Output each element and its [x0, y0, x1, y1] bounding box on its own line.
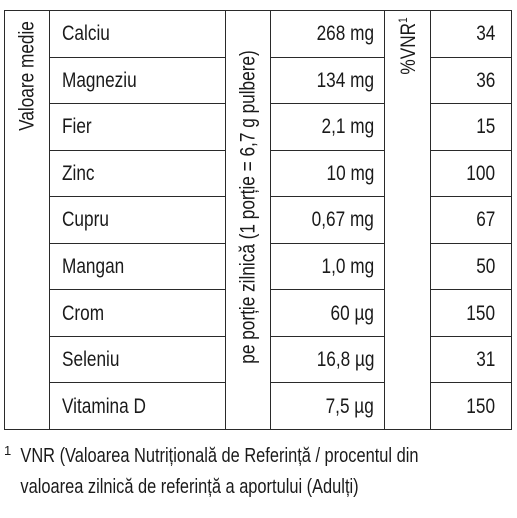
- nutrient-name: Zinc: [49, 149, 226, 198]
- nutrient-amount: 60 µg: [270, 289, 385, 337]
- nutrient-amount: 16,8 µg: [270, 335, 385, 384]
- nutrient-amount: 7,5 µg: [270, 382, 385, 430]
- nutrient-vnr-percent: 31: [430, 335, 512, 384]
- nutrient-name: Fier: [49, 103, 226, 151]
- nutrient-name: Magneziu: [49, 56, 226, 105]
- nutrition-table: Valoare medie Calciu pe porție zilnică (…: [4, 10, 512, 430]
- table-row: Zinc 10 mg 100: [5, 149, 512, 198]
- nutrient-vnr-percent: 34: [430, 10, 512, 58]
- footnote-marker: 1: [4, 443, 12, 458]
- nutrient-name: Seleniu: [49, 335, 226, 384]
- vnr-footnote-marker: 1: [395, 17, 410, 23]
- nutrient-name: Cupru: [49, 196, 226, 244]
- vnr-header: %VNR1: [395, 17, 420, 75]
- nutrient-amount: 1,0 mg: [270, 242, 385, 291]
- nutrient-vnr-percent: 50: [430, 242, 512, 291]
- table-row: Fier 2,1 mg 15: [5, 103, 512, 151]
- nutrient-amount: 0,67 mg: [270, 196, 385, 244]
- table-row: Crom 60 µg 150: [5, 289, 512, 337]
- nutrient-vnr-percent: 150: [430, 289, 512, 337]
- nutrient-vnr-percent: 36: [430, 56, 512, 105]
- per-portion-header: pe porție zilnică (1 porție = 6,7 g pulb…: [236, 50, 260, 364]
- per-portion-header-cell: pe porție zilnică (1 porție = 6,7 g pulb…: [225, 10, 271, 430]
- nutrient-name: Crom: [49, 289, 226, 337]
- vnr-header-cell: %VNR1: [384, 10, 431, 430]
- nutrient-amount: 2,1 mg: [270, 103, 385, 151]
- nutrient-amount: 10 mg: [270, 149, 385, 198]
- nutrient-name: Mangan: [49, 242, 226, 291]
- nutrient-amount: 268 mg: [270, 10, 385, 58]
- average-values-header-cell: Valoare medie: [4, 10, 50, 430]
- table-row: Mangan 1,0 mg 50: [5, 242, 512, 291]
- table-row: Vitamina D 7,5 µg 150: [5, 382, 512, 430]
- footnote-line-1: VNR (Valoarea Nutrițională de Referință …: [20, 445, 419, 467]
- nutrient-vnr-percent: 150: [430, 382, 512, 430]
- footnote: 1 VNR (Valoarea Nutrițională de Referinț…: [4, 441, 509, 503]
- nutrient-name: Vitamina D: [49, 382, 226, 430]
- footnote-line-2: valoarea zilnică de referință a aportulu…: [20, 476, 359, 498]
- table-row: Seleniu 16,8 µg 31: [5, 335, 512, 384]
- nutrient-vnr-percent: 100: [430, 149, 512, 198]
- nutrient-vnr-percent: 67: [430, 196, 512, 244]
- table-row: Cupru 0,67 mg 67: [5, 196, 512, 244]
- table-row: Valoare medie Calciu pe porție zilnică (…: [4, 10, 512, 430]
- nutrient-name: Calciu: [49, 10, 226, 58]
- table-row: Magneziu 134 mg 36: [5, 56, 512, 105]
- nutrient-amount: 134 mg: [270, 56, 385, 105]
- average-values-header: Valoare medie: [15, 21, 39, 131]
- nutrient-vnr-percent: 15: [430, 103, 512, 151]
